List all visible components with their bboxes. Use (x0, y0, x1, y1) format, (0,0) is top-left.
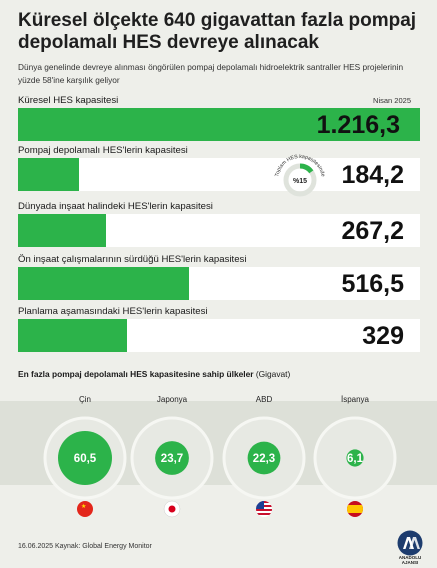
bar (18, 214, 107, 247)
bar-label: Pompaj depolamalı HES'lerin kapasitesi (18, 145, 188, 156)
bar-value: 1.216,3 (316, 111, 400, 139)
bar-label: Dünyada inşaat halindeki HES'lerin kapas… (18, 201, 213, 212)
bubble-value: 6,1 (347, 453, 363, 465)
bar-label: Ön inşaat çalışmalarının sürdüğü HES'ler… (18, 254, 247, 265)
flag-japan-icon (163, 500, 181, 518)
country-name: Çin (78, 395, 91, 404)
bar-label: Küresel HES kapasitesi (18, 95, 119, 106)
share-ring: %15 Toplam HES kapasitesinde (274, 154, 326, 197)
bar-track: 516,5 (18, 267, 420, 300)
country-name: ABD (255, 395, 273, 404)
bar-track: 329 (18, 319, 420, 352)
bubble (346, 449, 364, 467)
bar (18, 267, 189, 300)
bubble (58, 431, 112, 485)
ring-center (290, 170, 310, 190)
bar-label: Planlama aşamasındaki HES'lerin kapasite… (18, 306, 208, 317)
bubble-value: 60,5 (73, 453, 97, 465)
bubble (247, 441, 281, 475)
flag-china-icon: ★ (77, 501, 93, 517)
bar-track: 184,2 (18, 158, 420, 191)
logo-text: ANADOLU AJANSI (398, 555, 422, 565)
section-title: En fazla pompaj depolamalı HES kapasites… (18, 369, 290, 379)
country-name: Japonya (156, 395, 188, 404)
date-note: Nisan 2025 (373, 96, 411, 105)
bubble-band: ★ (0, 401, 437, 518)
page-subtitle: Dünya genelinde devreye alınması öngörül… (18, 62, 404, 85)
bubble (155, 441, 189, 475)
ring-segment (283, 163, 317, 197)
page-title: Küresel ölçekte 640 gigavattan fazla pom… (18, 10, 417, 53)
bubble-value: 23,7 (160, 453, 184, 465)
section-title-text: En fazla pompaj depolamalı HES kapasites… (18, 369, 254, 379)
bar (18, 158, 79, 191)
aa-logo-icon (397, 530, 423, 556)
bar (18, 319, 127, 352)
ring-value: %15 (293, 178, 307, 185)
bar-track: 1.216,3 (18, 108, 420, 141)
bar-value: 329 (362, 322, 404, 350)
bar-value: 267,2 (341, 217, 404, 245)
bar (18, 108, 420, 141)
footer-source: 16.06.2025 Kaynak: Global Energy Monitor (18, 543, 152, 550)
flag-usa-icon (256, 501, 272, 517)
bubble-value: 22,3 (252, 453, 276, 465)
bar-track: 267,2 (18, 214, 420, 247)
bar-value: 184,2 (341, 161, 404, 189)
bar-value: 516,5 (341, 270, 404, 298)
section-unit: (Gigavat) (255, 369, 291, 379)
flag-spain-icon (347, 501, 363, 517)
svg-text:★: ★ (81, 503, 86, 510)
country-name: İspanya (340, 395, 370, 404)
